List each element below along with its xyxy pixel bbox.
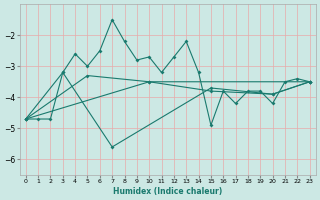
X-axis label: Humidex (Indice chaleur): Humidex (Indice chaleur): [113, 187, 222, 196]
